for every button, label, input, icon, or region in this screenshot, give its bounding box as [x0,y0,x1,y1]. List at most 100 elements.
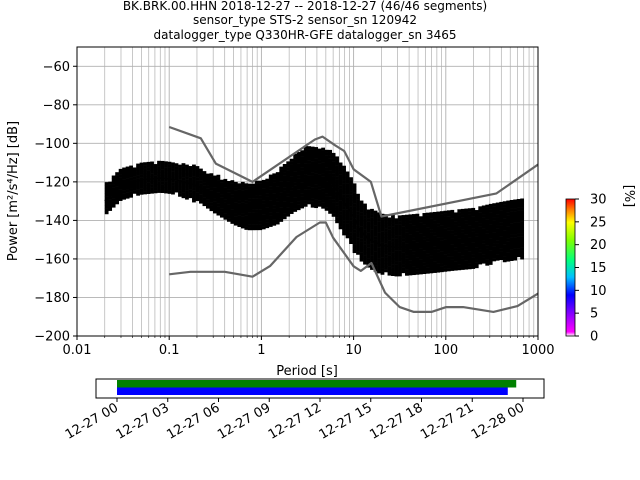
heatmap-cell [499,219,504,223]
heatmap-cell [471,228,476,232]
heatmap-cell [398,229,402,234]
heatmap-cell [411,271,416,276]
heatmap-cell [436,231,441,235]
heatmap-cell [195,186,200,190]
heatmap-cell [153,164,158,168]
heatmap-cell [237,218,242,222]
heatmap-cell [415,225,420,229]
heatmap-cell [331,181,336,185]
heatmap-cell [380,234,385,238]
heatmap-cell [272,193,277,197]
heatmap-cell [506,206,511,210]
heatmap-cell [115,175,120,179]
heatmap-cell [178,176,182,180]
heatmap-cell [366,223,371,228]
heatmap-cell [398,235,402,239]
heatmap-cell [439,214,444,218]
heatmap-cell [481,254,486,258]
heatmap-cell [415,213,420,217]
heatmap-cell [192,196,196,200]
heatmap-cell [258,192,263,196]
heatmap-cell [258,226,263,231]
heatmap-cell [296,198,301,202]
heatmap-cell [310,166,315,171]
heatmap-cell [181,163,186,167]
heatmap-cell [321,182,326,186]
heatmap-cell [411,231,416,235]
heatmap-cell [279,192,284,196]
heatmap-cell [188,177,193,181]
heatmap-cell [464,257,469,261]
heatmap-cell [279,181,284,185]
heatmap-cell [150,173,154,177]
heatmap-cell [425,230,430,234]
heatmap-cell [411,228,416,232]
heatmap-cell [328,178,332,182]
heatmap-cell [310,184,315,188]
heatmap-cell [513,208,518,212]
heatmap-cell [251,221,256,225]
heatmap-cell [394,247,399,251]
heatmap-cell [415,268,420,272]
heatmap-cell [439,257,444,261]
heatmap-cell [219,185,224,189]
heatmap-cell [300,153,305,157]
heatmap-cell [443,245,448,249]
heatmap-cell [202,182,207,186]
heatmap-cell [171,173,175,178]
heatmap-cell [506,203,511,207]
heatmap-cell [506,229,511,233]
heatmap-cell [289,210,294,214]
heatmap-cell [513,245,518,249]
heatmap-cell [363,215,367,219]
heatmap-cell [279,183,284,188]
heatmap-cell [199,200,203,204]
heatmap-cell [223,210,228,214]
heatmap-cell [352,209,357,213]
heatmap-cell [418,233,423,237]
heatmap-cell [219,214,224,218]
heatmap-cell [509,228,514,233]
heatmap-cell [443,216,448,220]
heatmap-cell [464,260,469,264]
heatmap-cell [453,241,458,245]
heatmap-cell [478,220,483,224]
heatmap-cell [380,231,385,235]
heatmap-cell [506,246,511,251]
heatmap-cell [464,228,469,232]
heatmap-cell [111,204,116,208]
heatmap-cell [359,232,364,236]
heatmap-cell [195,168,200,173]
heatmap-cell [178,170,182,174]
heatmap-cell [513,222,518,226]
heatmap-cell [331,178,336,183]
heatmap-cell [439,216,444,221]
heatmap-cell [108,181,113,185]
heatmap-cell [488,209,493,213]
heatmap-cell [485,236,490,240]
heatmap-cell [324,207,329,211]
heatmap-cell [335,193,339,198]
heatmap-cell [474,241,479,246]
heatmap-cell [216,186,221,190]
heatmap-cell [460,252,465,256]
heatmap-cell [356,240,360,244]
heatmap-cell [188,194,193,199]
heatmap-cell [111,201,116,205]
heatmap-cell [300,196,305,200]
heatmap-cell [415,262,420,267]
heatmap-cell [129,168,133,172]
heatmap-cell [370,237,374,241]
heatmap-cell [125,178,130,182]
heatmap-cell [331,199,336,203]
heatmap-cell [366,215,371,219]
heatmap-cell [307,163,312,167]
heatmap-cell [387,231,392,236]
heatmap-cell [467,240,472,244]
heatmap-cell [422,230,427,234]
heatmap-cell [286,184,291,188]
heatmap-cell [289,176,294,180]
heatmap-cell [460,260,465,265]
heatmap-cell [307,146,312,150]
